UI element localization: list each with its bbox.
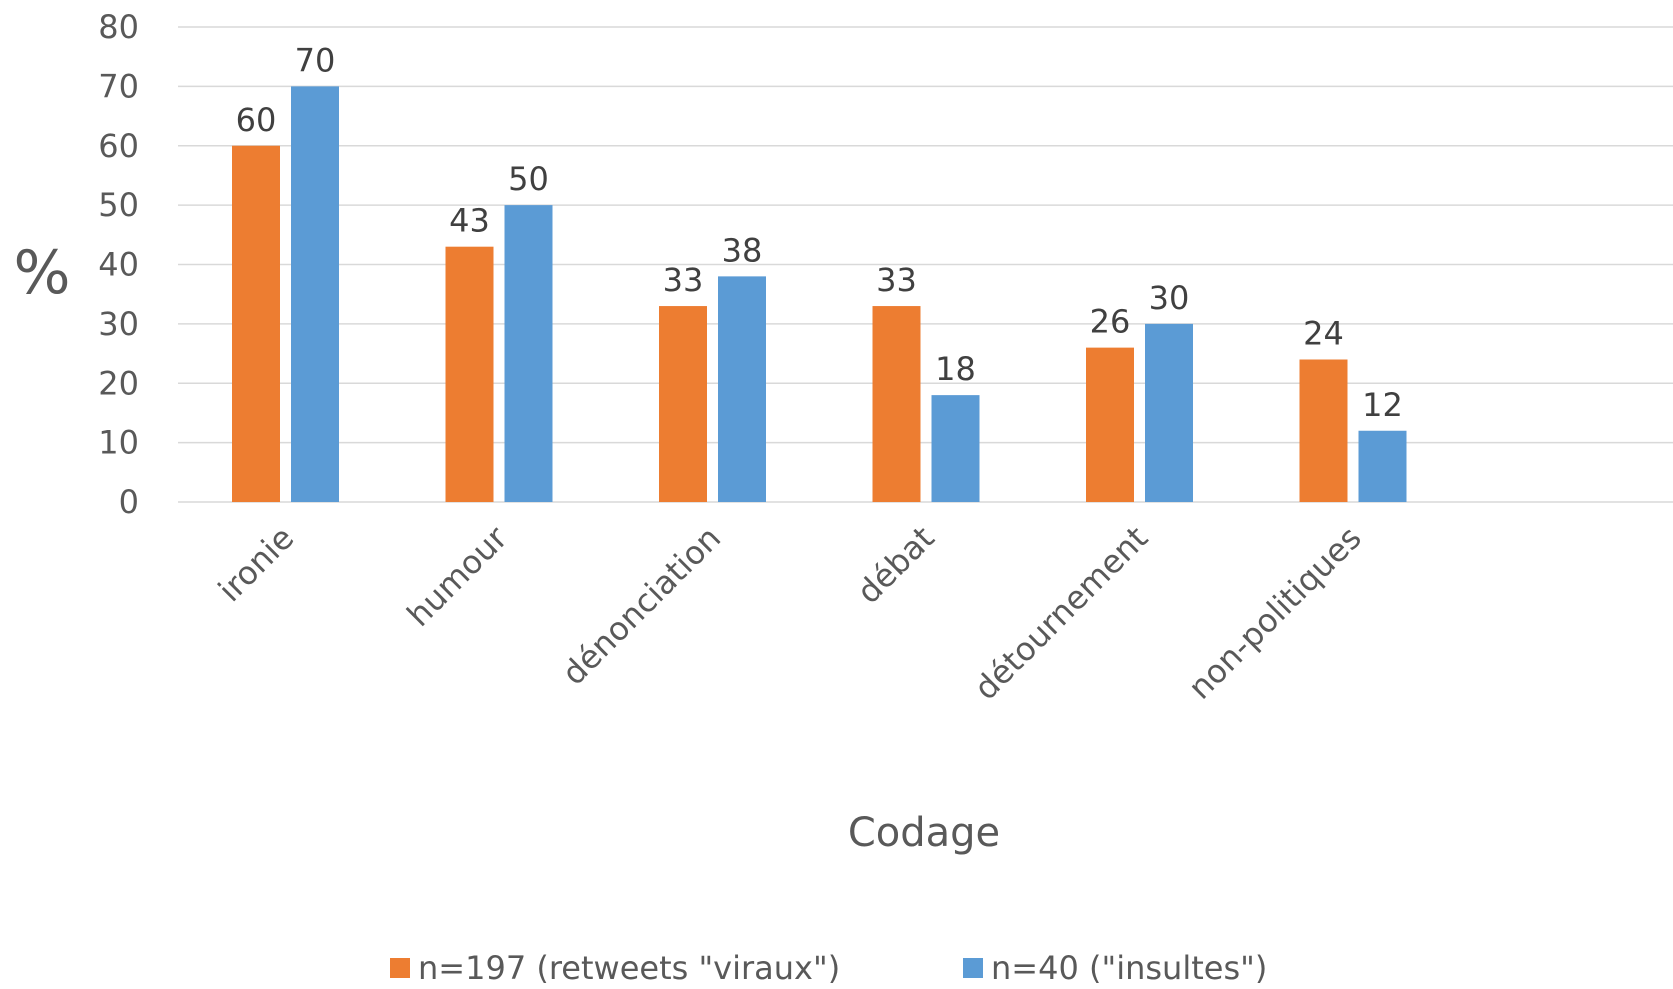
y-tick-label: 20	[98, 364, 139, 402]
legend-swatch-series-1	[390, 958, 410, 978]
bar-ironie-series-2	[291, 86, 339, 502]
y-tick-label: 80	[98, 8, 139, 46]
bar-débat-series-1	[872, 306, 921, 502]
x-tick-label-humour: humour	[400, 518, 516, 634]
x-tick-label-dénonciation: dénonciation	[555, 519, 729, 693]
data-label: 30	[1149, 279, 1190, 317]
x-tick-label-débat: débat	[849, 519, 941, 611]
y-tick-label: 70	[98, 67, 139, 105]
bar-series	[232, 86, 1407, 502]
bar-dénonciation-series-2	[718, 276, 766, 502]
bar-dénonciation-series-1	[659, 306, 707, 502]
data-label: 24	[1303, 315, 1344, 353]
gridlines	[178, 26, 1673, 503]
data-label: 50	[508, 160, 549, 198]
y-axis-title: %	[13, 238, 70, 308]
x-axis-category-labels: ironie humour dénonciation débat détournemen…	[211, 518, 1369, 707]
data-label: 38	[722, 231, 763, 269]
data-label: 33	[663, 261, 704, 299]
x-axis-title: Codage	[848, 810, 1000, 856]
data-label: 60	[236, 101, 277, 139]
y-tick-label: 60	[98, 127, 139, 165]
legend-label-series-2: n=40 ("insultes")	[991, 949, 1267, 987]
y-tick-label: 10	[98, 424, 139, 462]
data-labels: 60 70 43 50 33 38 33 18 26 30 24 12	[236, 41, 1403, 423]
y-tick-label: 40	[98, 246, 139, 284]
x-tick-label-ironie: ironie	[211, 519, 301, 609]
data-label: 26	[1090, 303, 1131, 341]
bar-humour-series-1	[445, 246, 494, 502]
bar-ironie-series-1	[232, 145, 280, 502]
bar-non-politiques-series-1	[1299, 359, 1348, 502]
data-label: 12	[1362, 386, 1403, 424]
bar-non-politiques-series-2	[1358, 430, 1407, 502]
legend: n=197 (retweets "viraux") n=40 ("insultes…	[390, 949, 1267, 987]
data-label: 33	[876, 261, 917, 299]
x-tick-label-non-politiques: non-politiques	[1181, 519, 1369, 707]
data-label: 70	[295, 41, 336, 79]
y-tick-label: 0	[119, 483, 139, 521]
x-tick-label-détournement: détournement	[967, 519, 1156, 708]
bar-détournement-series-1	[1086, 347, 1134, 502]
y-axis-tick-labels: 0 10 20 30 40 50 60 70 80	[98, 8, 139, 521]
bar-humour-series-2	[504, 205, 553, 502]
legend-swatch-series-2	[963, 958, 983, 978]
legend-label-series-1: n=197 (retweets "viraux")	[418, 949, 840, 987]
y-tick-label: 30	[98, 305, 139, 343]
bar-débat-series-2	[931, 395, 980, 502]
y-tick-label: 50	[98, 186, 139, 224]
data-label: 18	[935, 350, 976, 388]
bar-détournement-series-2	[1145, 323, 1193, 502]
data-label: 43	[449, 202, 490, 240]
